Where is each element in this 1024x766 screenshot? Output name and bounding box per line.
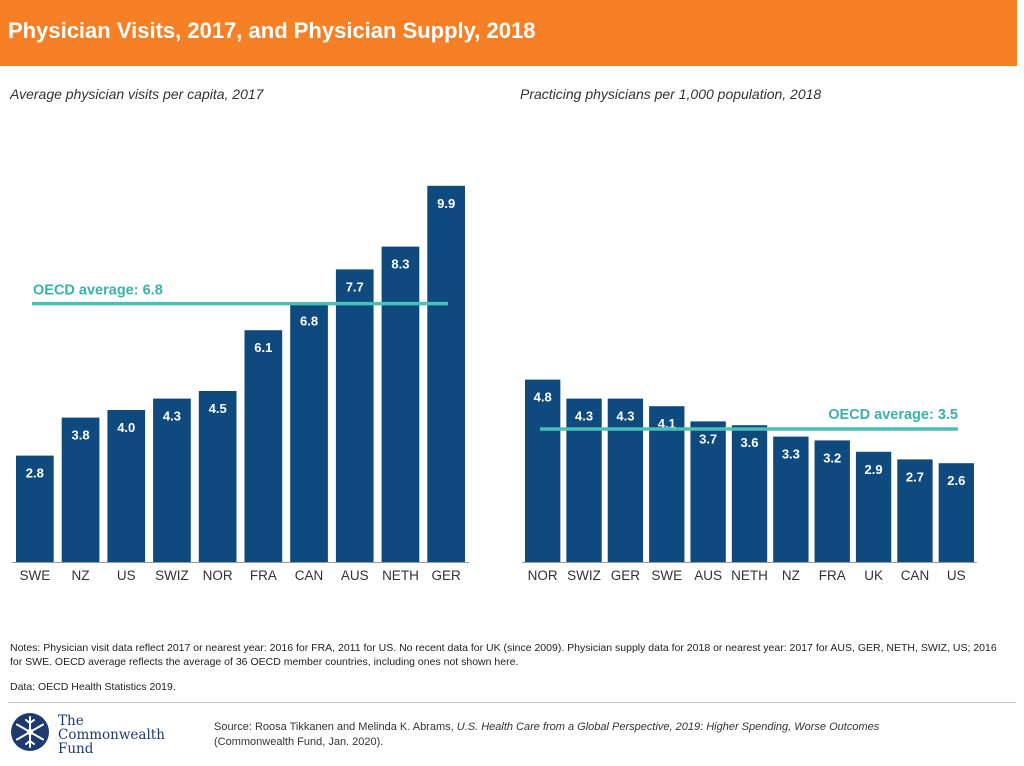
x-tick-label: AUS xyxy=(694,568,722,583)
bar xyxy=(16,455,54,562)
bar-value-label: 4.0 xyxy=(117,420,135,435)
commonwealth-fund-logo: The Commonwealth Fund xyxy=(10,712,170,758)
bar xyxy=(198,391,237,562)
bar-value-label: 2.7 xyxy=(906,469,924,484)
x-tick-label: NOR xyxy=(528,568,558,583)
bar-value-label: 9.9 xyxy=(437,196,455,211)
bar-value-label: 2.6 xyxy=(947,473,965,488)
header-bar: Physician Visits, 2017, and Physician Su… xyxy=(0,0,1017,66)
x-tick-label: CAN xyxy=(901,568,930,583)
x-tick-label: FRA xyxy=(250,568,277,583)
oecd-average-label: OECD average: 6.8 xyxy=(33,283,163,299)
bar-value-label: 3.2 xyxy=(823,450,841,465)
source-title: U.S. Health Care from a Global Perspecti… xyxy=(456,721,880,733)
x-tick-label: SWE xyxy=(19,568,50,583)
bar xyxy=(690,421,726,562)
x-tick-label: SWIZ xyxy=(155,568,189,583)
bar xyxy=(938,463,974,562)
source-prefix: Source: Roosa Tikkanen and Melinda K. Ab… xyxy=(214,721,457,733)
left-chart-title: Average physician visits per capita, 201… xyxy=(10,86,264,102)
supply-bar-chart: 4.8NOR4.3SWIZ4.3GER4.1SWE3.7AUS3.6NETH3.… xyxy=(522,379,977,583)
bar-value-label: 3.8 xyxy=(72,428,90,443)
bar xyxy=(153,398,191,562)
bar-value-label: 6.1 xyxy=(254,340,272,355)
bar xyxy=(244,330,283,562)
bar-value-label: 3.7 xyxy=(699,431,717,446)
x-tick-label: NOR xyxy=(203,568,233,583)
bar xyxy=(107,410,146,562)
x-tick-label: NETH xyxy=(731,568,768,583)
logo-wordmark: The Commonwealth Fund xyxy=(58,713,165,757)
bar xyxy=(855,451,892,562)
source-citation: Source: Roosa Tikkanen and Melinda K. Ab… xyxy=(214,720,1004,750)
bar-value-label: 4.8 xyxy=(534,390,552,405)
bar-value-label: 3.3 xyxy=(782,447,800,462)
x-tick-label: CAN xyxy=(295,568,324,583)
footer-divider xyxy=(8,702,1016,703)
source-suffix: (Commonwealth Fund, Jan. 2020). xyxy=(214,736,384,748)
bar xyxy=(731,425,768,562)
bar-value-label: 8.3 xyxy=(391,257,409,272)
bar-value-label: 3.6 xyxy=(740,435,758,450)
bar-value-label: 4.3 xyxy=(163,409,181,424)
bar-value-label: 2.9 xyxy=(865,462,883,477)
right-chart-title: Practicing physicians per 1,000 populati… xyxy=(520,86,822,102)
bar xyxy=(290,303,328,562)
notes-text: Notes: Physician visit data reflect 2017… xyxy=(10,642,997,668)
bar xyxy=(335,269,374,562)
page-title: Physician Visits, 2017, and Physician Su… xyxy=(8,18,536,43)
bar xyxy=(61,417,100,562)
x-tick-label: US xyxy=(947,568,966,583)
bar xyxy=(525,379,561,562)
bar xyxy=(773,436,809,562)
x-tick-label: GER xyxy=(611,568,641,583)
x-tick-label: SWIZ xyxy=(567,568,601,583)
oecd-average-label: OECD average: 3.5 xyxy=(828,407,958,423)
bar-value-label: 4.5 xyxy=(209,401,227,416)
data-source-text: Data: OECD Health Statistics 2019. xyxy=(10,681,176,693)
bar-value-label: 4.3 xyxy=(575,409,593,424)
bar-value-label: 2.8 xyxy=(26,466,44,481)
x-tick-label: AUS xyxy=(341,568,369,583)
bar-value-label: 4.3 xyxy=(616,409,634,424)
bar xyxy=(381,246,420,562)
bar-value-label: 6.8 xyxy=(300,314,318,329)
bar xyxy=(607,398,644,562)
bar xyxy=(566,398,602,562)
bar xyxy=(814,440,850,562)
bar xyxy=(427,185,465,563)
visits-bar-chart: 2.8 SWE 3.8 NZ 4.0 US 4.3 SWIZ 4.5 NOR 6.1 FRA 6.8 CA… xyxy=(12,185,469,583)
bar-value-label: 7.7 xyxy=(346,279,364,294)
x-tick-label: UK xyxy=(864,568,883,583)
x-tick-label: FRA xyxy=(819,568,846,583)
bar xyxy=(649,406,685,562)
bar xyxy=(897,459,933,562)
x-tick-label: NZ xyxy=(72,568,90,583)
x-tick-label: NZ xyxy=(782,568,800,583)
x-tick-label: US xyxy=(117,568,136,583)
x-tick-label: GER xyxy=(432,568,462,583)
x-tick-label: SWE xyxy=(651,568,682,583)
snowflake-icon xyxy=(11,713,49,751)
x-tick-label: NETH xyxy=(382,568,419,583)
